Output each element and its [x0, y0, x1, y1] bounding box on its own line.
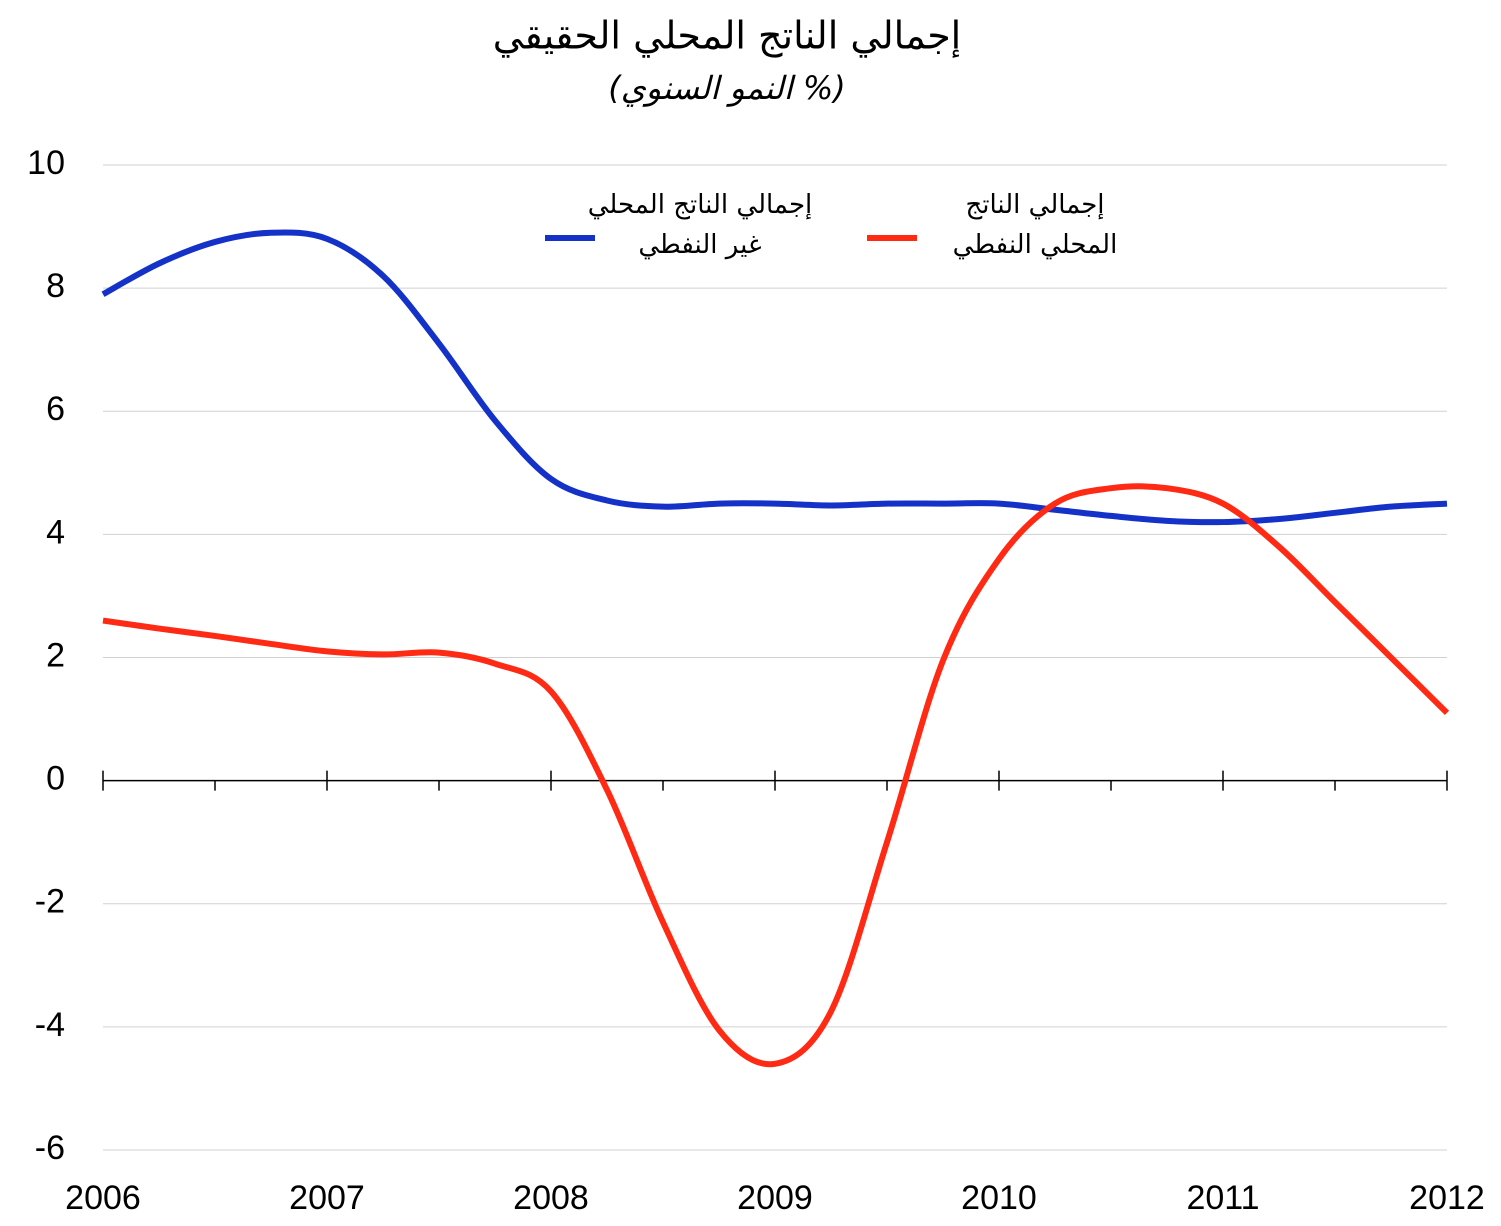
series-line	[102, 483, 1450, 1068]
y-tick-label: -2	[35, 883, 65, 921]
x-tick-label: 2007	[289, 1179, 365, 1217]
y-tick-label: 4	[46, 513, 65, 551]
y-tick-label: 8	[46, 267, 65, 305]
x-tick-label: 2008	[513, 1179, 589, 1217]
y-tick-label: -4	[35, 1006, 65, 1044]
legend-label: إجمالي الناتج المحلي غير النفطي	[587, 190, 813, 260]
x-tick-label: 2012	[1409, 1179, 1485, 1217]
legend-label-box: إجمالي الناتج المحلي غير النفطي	[587, 190, 813, 260]
y-tick-label: 0	[46, 760, 65, 798]
chart-subtitle: (النمو السنوي %)	[608, 69, 845, 107]
y-tick-label: 2	[46, 636, 65, 674]
y-tick-label: 10	[27, 144, 65, 182]
y-tick-label: 6	[46, 390, 65, 428]
legend-label-box: إجمالي الناتج المحلي النفطي	[952, 190, 1118, 260]
x-tick-label: 2011	[1186, 1179, 1259, 1217]
y-tick-label: -6	[35, 1129, 65, 1167]
chart-title: إجمالي الناتج المحلي الحقيقي	[493, 14, 962, 59]
series-line	[101, 229, 1448, 526]
x-tick-label: 2006	[65, 1179, 141, 1217]
x-tick-label: 2010	[961, 1179, 1037, 1217]
legend-label: إجمالي الناتج المحلي النفطي	[952, 190, 1118, 260]
x-tick-label: 2009	[737, 1179, 813, 1217]
